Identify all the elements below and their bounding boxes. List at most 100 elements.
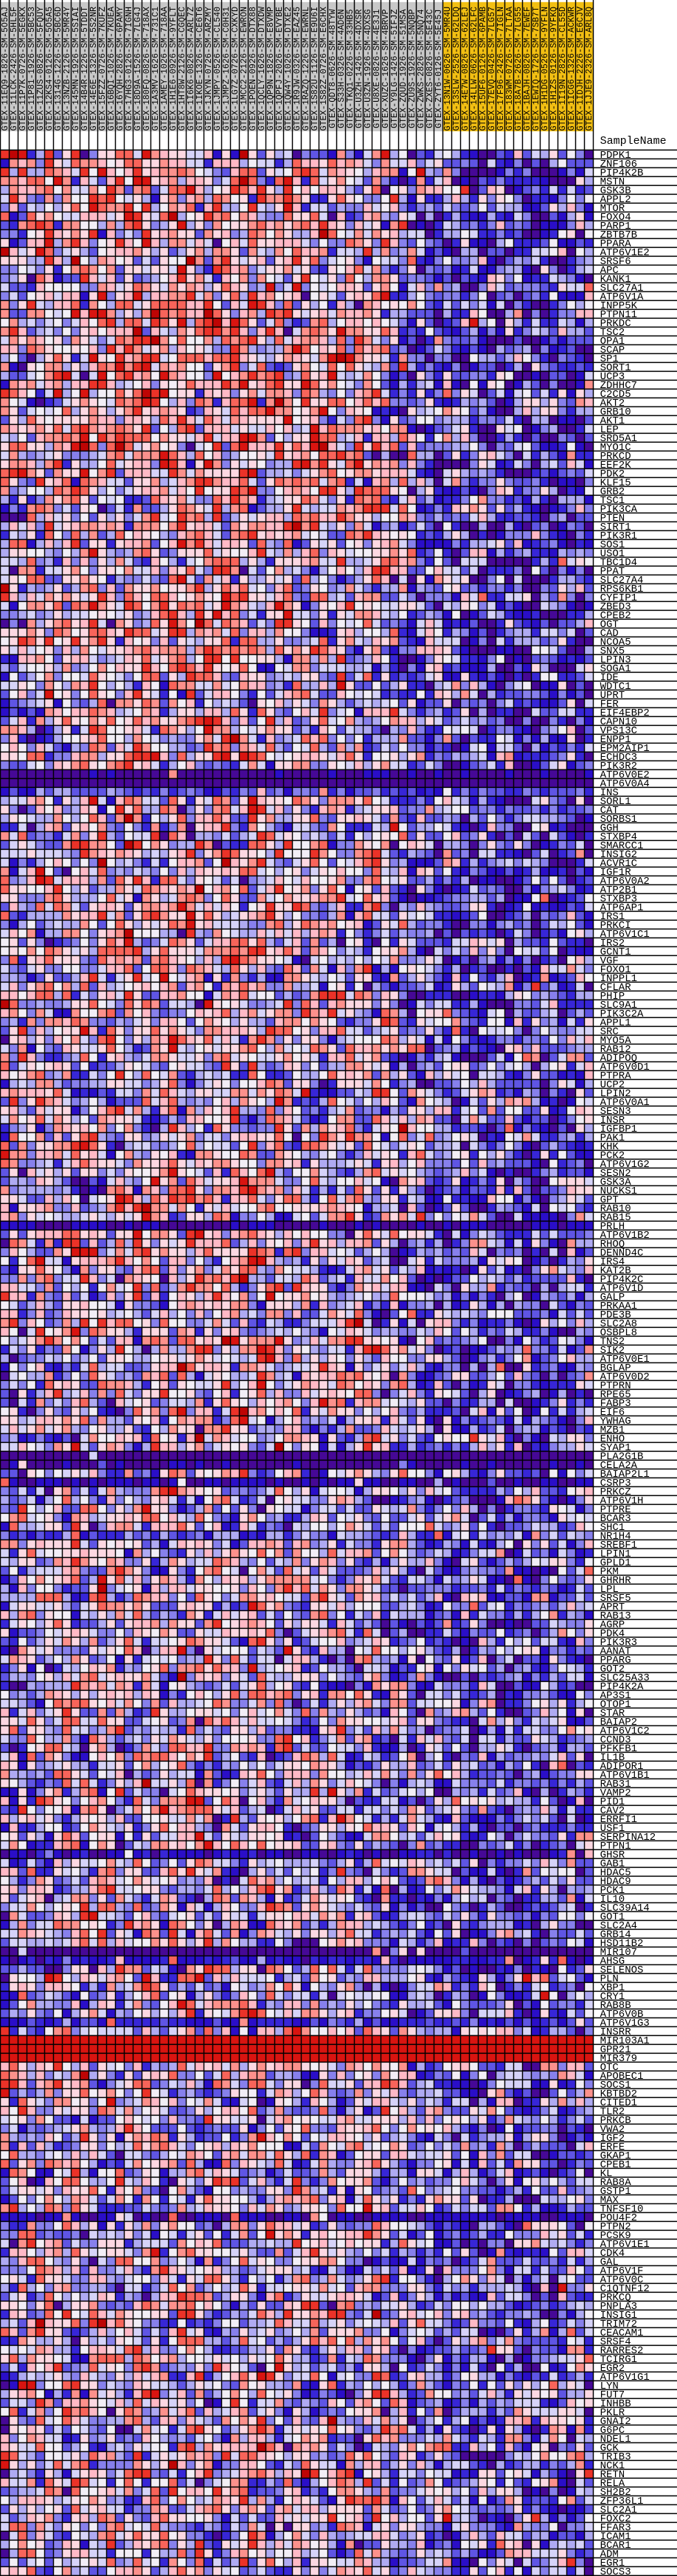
svg-text:SOS1: SOS1 [600,539,625,551]
svg-text:GTEX-145MN-1926-SM-5SIAI: GTEX-145MN-1926-SM-5SIAI [71,7,81,131]
svg-text:SLC2A1: SLC2A1 [600,2504,637,2516]
svg-text:MTOR: MTOR [600,203,625,215]
svg-text:ATP6V0A4: ATP6V0A4 [600,778,650,790]
svg-text:IRS2: IRS2 [600,938,625,949]
svg-text:GTEX-17HG3-0126-SM-7IGNH: GTEX-17HG3-0126-SM-7IGNH [124,7,134,131]
svg-text:ERRFI1: ERRFI1 [600,1814,637,1826]
svg-text:PDK4: PDK4 [600,1628,625,1640]
svg-text:OTOP1: OTOP1 [600,1699,631,1711]
svg-text:TRIB3: TRIB3 [600,2451,631,2463]
svg-text:GTEX-ZWKS-2826-SM-5NQ74: GTEX-ZWKS-2826-SM-5NQ74 [416,10,426,128]
svg-text:FOXO4: FOXO4 [600,212,631,224]
svg-text:RPS6KB1: RPS6KB1 [600,584,644,595]
svg-text:NR1H4: NR1H4 [600,1531,631,1543]
svg-text:GTEX-1JKYN-0726-SM-ARZMY: GTEX-1JKYN-0726-SM-ARZMY [204,7,214,131]
svg-text:GTEX-1H1ZS-0126-SM-9YFKQ: GTEX-1H1ZS-0126-SM-9YFKQ [549,7,559,131]
svg-text:AP3S1: AP3S1 [600,1690,631,1702]
svg-text:PID1: PID1 [600,1796,625,1808]
svg-text:KBTBD2: KBTBD2 [600,2088,637,2100]
svg-text:GTEX-1314G-1226-SM-5BC6D: GTEX-1314G-1226-SM-5BC6D [53,7,63,131]
svg-text:ICAM1: ICAM1 [600,2531,631,2543]
svg-text:GTEX-11EQ9-1826-SM-5O5AJ: GTEX-11EQ9-1826-SM-5O5AJ [0,7,10,131]
svg-text:GTEX-13N1W-0626-SM-5MR4U: GTEX-13N1W-0626-SM-5MR4U [442,7,453,131]
svg-text:GTEX-ZQUD-1926-SM-51MSA: GTEX-ZQUD-1926-SM-51MSA [398,9,409,128]
svg-text:ERFE: ERFE [600,2142,625,2153]
svg-text:KLF15: KLF15 [600,477,631,489]
svg-text:ZBTB7B: ZBTB7B [600,229,637,241]
svg-text:FABP3: FABP3 [600,1398,631,1410]
svg-text:GTEX-17F96-2426-SM-7IGLN: GTEX-17F96-2426-SM-7IGLN [496,7,506,131]
svg-text:PTEN: PTEN [600,513,625,524]
svg-text:ATP6V1G2: ATP6V1G2 [600,1159,650,1171]
svg-text:VPS13C: VPS13C [600,725,637,737]
svg-text:GTEX-1BAJH-0826-SM-7EWEF: GTEX-1BAJH-0826-SM-7EWEF [522,7,532,131]
svg-text:LYN: LYN [600,2381,619,2392]
svg-text:SCAP: SCAP [600,344,625,356]
svg-text:INSIG2: INSIG2 [600,849,637,861]
svg-text:APPL1: APPL1 [600,1017,631,1029]
svg-text:CEACAM1: CEACAM1 [600,2327,644,2339]
svg-text:RPE65: RPE65 [600,1389,631,1401]
svg-text:GTEX-1H1E6-0926-SM-9YFLT: GTEX-1H1E6-0926-SM-9YFLT [168,7,178,131]
svg-text:SLC27A4: SLC27A4 [600,575,644,586]
svg-text:PTPN1: PTPN1 [600,1841,631,1852]
svg-text:SOCS1: SOCS1 [600,2080,631,2091]
svg-text:ATP6V1F: ATP6V1F [600,2265,644,2277]
svg-text:INPP5K: INPP5K [600,300,638,312]
svg-text:RARRES2: RARRES2 [600,2345,644,2357]
svg-text:ENHO: ENHO [600,1433,625,1445]
svg-text:KL: KL [600,2168,613,2180]
svg-text:ATP6V1B2: ATP6V1B2 [600,1230,650,1242]
svg-text:PKM: PKM [600,1566,619,1578]
svg-text:GTEX-1LG7Z-0726-SM-CXKYD: GTEX-1LG7Z-0726-SM-CXKYD [230,7,240,131]
svg-text:GOT2: GOT2 [600,1663,625,1675]
svg-text:GTEX-1QPFJ-2026-SM-EVYBE: GTEX-1QPFJ-2026-SM-EVYBE [274,7,285,131]
svg-text:USO1: USO1 [600,548,625,560]
svg-text:MIR107: MIR107 [600,1947,637,1959]
svg-text:STAR: STAR [600,1708,625,1720]
svg-text:ATP6V0C: ATP6V0C [600,2274,644,2286]
svg-text:GTEX-QDT8-0626-SM-48TYW: GTEX-QDT8-0626-SM-48TYW [327,9,338,128]
svg-text:PPAT: PPAT [600,566,625,578]
svg-text:GTEX-1QW4Y-1026-SM-DTXE2: GTEX-1QW4Y-1026-SM-DTXE2 [283,7,294,131]
svg-text:GTEX-S33H-0326-SM-4AD6N: GTEX-S33H-0326-SM-4AD6N [336,10,347,128]
svg-text:CDK4: CDK4 [600,2248,625,2260]
svg-text:RAB8B: RAB8B [600,2000,631,2012]
svg-text:GTEX-U3ZN-1926-SM-4DXSG: GTEX-U3ZN-1926-SM-4DXSG [363,10,373,128]
svg-text:AKT1: AKT1 [600,415,625,427]
svg-text:ATP6V1C2: ATP6V1C2 [600,1725,650,1737]
svg-text:UCP2: UCP2 [600,1079,625,1091]
svg-text:NUCKS1: NUCKS1 [600,1185,637,1197]
svg-text:ATP6V1G3: ATP6V1G3 [600,2018,650,2029]
svg-text:CAPN10: CAPN10 [600,716,637,728]
svg-text:PDE3B: PDE3B [600,1309,631,1321]
svg-text:PTPRE: PTPRE [600,1504,631,1516]
svg-text:IRS4: IRS4 [600,1256,625,1268]
svg-text:ATP6V1H: ATP6V1H [600,1495,644,1507]
svg-text:OPA1: OPA1 [600,336,625,347]
svg-text:GTEX-1IDJH-2226-SM-E6CJV: GTEX-1IDJH-2226-SM-E6CJV [575,7,586,131]
svg-text:GAB1: GAB1 [600,1858,625,1870]
svg-text:PDK2: PDK2 [600,468,625,480]
svg-text:PIK3R2: PIK3R2 [600,761,637,772]
svg-text:BGLAP: BGLAP [600,1363,631,1374]
svg-text:PTPRA: PTPRA [600,1070,632,1082]
svg-text:GTEX-14E7W-0826-SM-62LEJ: GTEX-14E7W-0826-SM-62LEJ [460,7,471,131]
svg-text:CPEB2: CPEB2 [600,610,631,622]
svg-text:GTEX-180FQ-0826-SM-718AX: GTEX-180FQ-0826-SM-718AX [142,7,152,131]
svg-text:PTPN2: PTPN2 [600,2221,631,2233]
svg-text:PCSK9: PCSK9 [600,2230,631,2242]
svg-text:PRKCI: PRKCI [600,920,631,932]
svg-text:GHRHR: GHRHR [600,1575,632,1587]
svg-text:RAB10: RAB10 [600,1203,631,1215]
svg-text:USF1: USF1 [600,1823,625,1835]
svg-text:GTEX-12KS4-0126-SM-5O5A5: GTEX-12KS4-0126-SM-5O5A5 [44,7,55,131]
svg-text:WDTC1: WDTC1 [600,681,631,693]
svg-text:PHIP: PHIP [600,991,625,1003]
svg-text:TRIM72: TRIM72 [600,2319,637,2330]
svg-text:AGRP: AGRP [600,1619,625,1631]
svg-text:SLC2A4: SLC2A4 [600,1920,637,1932]
svg-text:RHOQ: RHOQ [600,1239,625,1250]
svg-text:SYAP1: SYAP1 [600,1442,631,1454]
svg-text:ATP6AP1: ATP6AP1 [600,902,644,914]
